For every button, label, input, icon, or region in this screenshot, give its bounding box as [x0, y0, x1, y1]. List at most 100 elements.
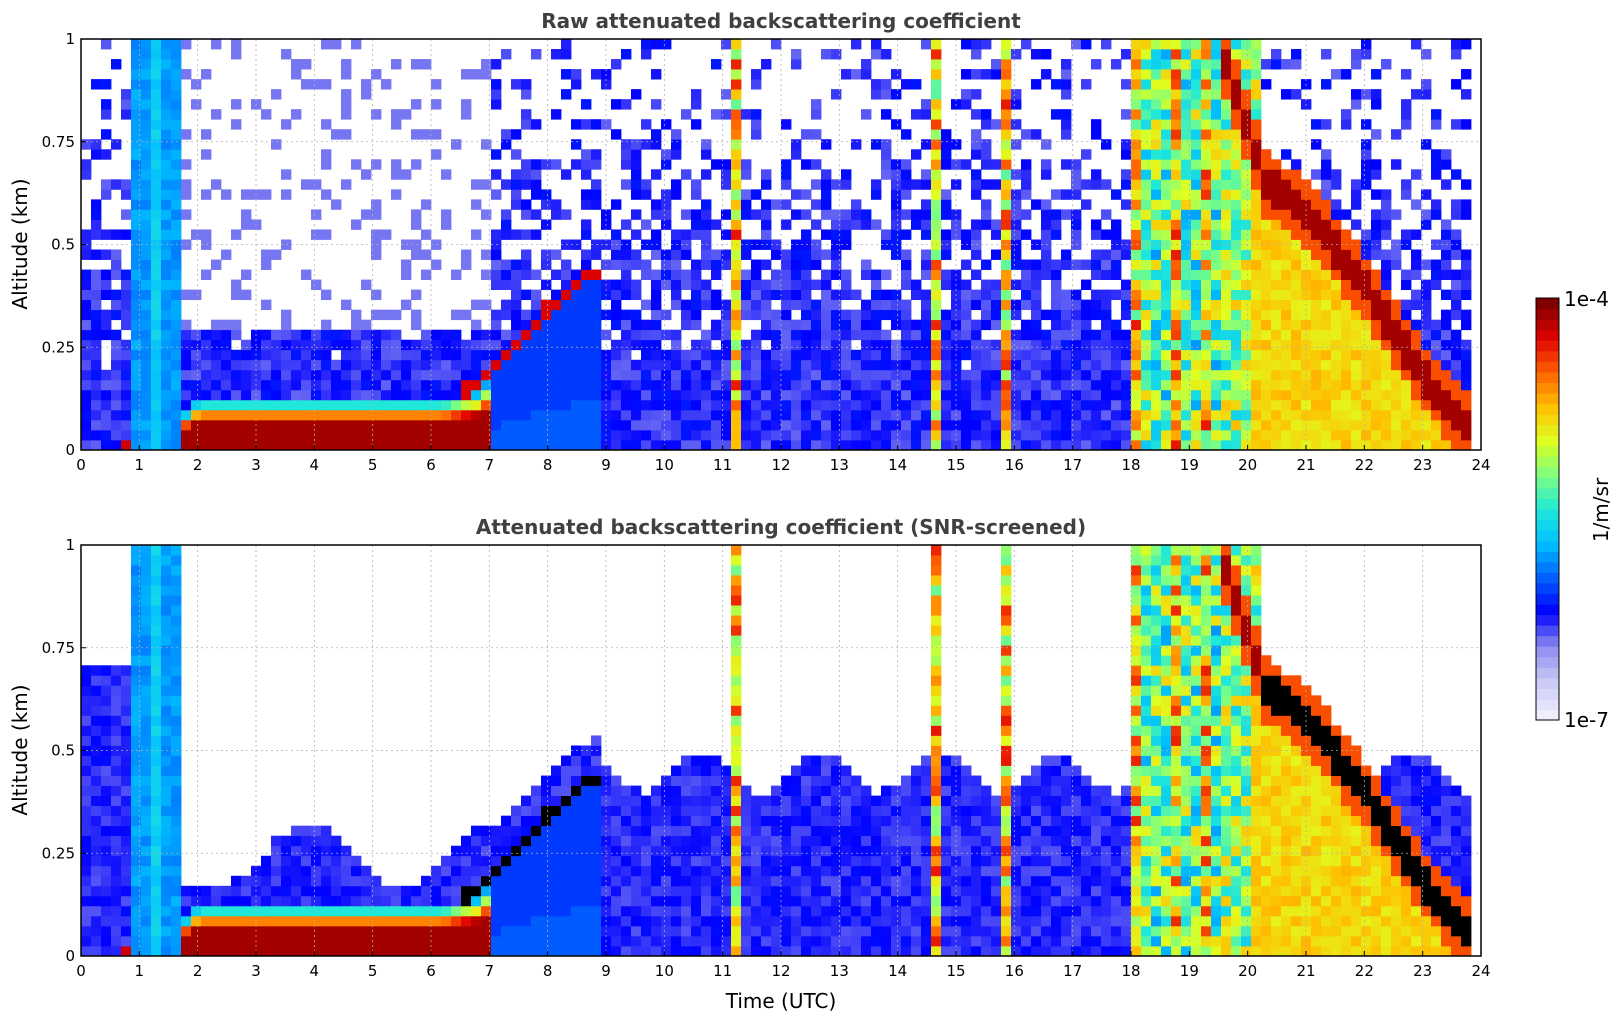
- heatmap-cell: [1141, 269, 1152, 280]
- heatmap-cell: [1411, 439, 1422, 450]
- heatmap-cell: [191, 359, 202, 371]
- heatmap-cell: [681, 815, 692, 827]
- y-axis-label-raw: Altitude (km): [8, 178, 32, 309]
- heatmap-cell: [671, 349, 682, 361]
- heatmap-cell: [571, 369, 582, 381]
- heatmap-cell: [1421, 309, 1432, 321]
- x-tick-label: 24: [1471, 456, 1490, 474]
- heatmap-cell: [1371, 309, 1382, 321]
- heatmap-cell: [461, 845, 472, 857]
- heatmap-cell: [171, 875, 182, 887]
- heatmap-cell: [1291, 419, 1302, 431]
- heatmap-cell: [671, 845, 682, 857]
- heatmap-cell: [1331, 209, 1342, 220]
- heatmap-cell: [1101, 249, 1112, 260]
- heatmap-cell: [541, 189, 552, 200]
- heatmap-cell: [151, 219, 162, 230]
- heatmap-cell: [641, 875, 652, 887]
- heatmap-cell: [501, 815, 512, 827]
- heatmap-cell: [861, 419, 872, 431]
- heatmap-cell: [831, 369, 842, 381]
- heatmap-cell: [201, 439, 212, 450]
- heatmap-cell: [341, 945, 352, 956]
- heatmap-cell: [1311, 379, 1322, 391]
- heatmap-cell: [1071, 389, 1082, 401]
- heatmap-cell: [541, 935, 552, 947]
- heatmap-cell: [81, 409, 92, 421]
- heatmap-cell: [211, 349, 222, 361]
- heatmap-cell: [1141, 339, 1152, 351]
- heatmap-cell: [621, 399, 632, 411]
- heatmap-cell: [591, 359, 602, 371]
- heatmap-cell: [1251, 219, 1262, 230]
- heatmap-cell: [571, 399, 582, 411]
- heatmap-cell: [221, 429, 232, 441]
- heatmap-cell: [651, 855, 662, 867]
- heatmap-cell: [151, 439, 162, 450]
- heatmap-cell: [1421, 439, 1432, 450]
- heatmap-cell: [491, 369, 502, 381]
- heatmap-cell: [521, 339, 532, 351]
- heatmap-cell: [591, 875, 602, 887]
- heatmap-cell: [1221, 189, 1232, 200]
- heatmap-cell: [161, 585, 172, 596]
- heatmap-cell: [381, 439, 392, 450]
- heatmap-cell: [741, 279, 752, 291]
- heatmap-cell: [121, 755, 132, 766]
- heatmap-cell: [881, 309, 892, 321]
- heatmap-cell: [141, 685, 152, 696]
- heatmap-cell: [941, 149, 952, 160]
- heatmap-cell: [1161, 249, 1172, 260]
- heatmap-cell: [1191, 59, 1202, 70]
- heatmap-cell: [841, 349, 852, 361]
- heatmap-cell: [651, 289, 662, 301]
- heatmap-cell: [981, 409, 992, 421]
- heatmap-cell: [121, 875, 132, 887]
- heatmap-cell: [181, 905, 192, 917]
- heatmap-cell: [311, 379, 322, 391]
- heatmap-cell: [591, 349, 602, 361]
- heatmap-cell: [761, 289, 772, 301]
- heatmap-cell: [621, 925, 632, 937]
- heatmap-cell: [821, 329, 832, 341]
- heatmap-cell: [1091, 389, 1102, 401]
- heatmap-cell: [361, 389, 372, 401]
- heatmap-cell: [741, 379, 752, 391]
- heatmap-cell: [691, 89, 702, 100]
- heatmap-cell: [941, 329, 952, 341]
- heatmap-cell: [1361, 439, 1372, 450]
- heatmap-cell: [1221, 69, 1232, 80]
- heatmap-cell: [271, 359, 282, 371]
- heatmap-cell: [1461, 419, 1472, 431]
- heatmap-cell: [611, 775, 622, 786]
- heatmap-cell: [691, 419, 702, 431]
- heatmap-cell: [301, 349, 312, 361]
- heatmap-cell: [121, 209, 132, 220]
- heatmap-cell: [581, 359, 592, 371]
- heatmap-cell: [481, 299, 492, 311]
- heatmap-cell: [931, 339, 942, 351]
- x-tick-label: 17: [1063, 456, 1082, 474]
- heatmap-cell: [901, 309, 912, 321]
- heatmap-cell: [481, 419, 492, 431]
- heatmap-cell: [541, 199, 552, 210]
- heatmap-cell: [761, 845, 772, 857]
- heatmap-cell: [151, 159, 162, 170]
- heatmap-cell: [751, 339, 762, 351]
- x-tick-label: 9: [601, 456, 611, 474]
- heatmap-cell: [711, 319, 722, 331]
- heatmap-cell: [1451, 119, 1462, 130]
- heatmap-cell: [871, 309, 882, 321]
- heatmap-cell: [751, 835, 762, 847]
- heatmap-cell: [731, 665, 742, 676]
- heatmap-cell: [521, 169, 532, 180]
- heatmap-cell: [211, 319, 222, 331]
- heatmap-cell: [571, 359, 582, 371]
- heatmap-cell: [1031, 359, 1042, 371]
- heatmap-cell: [681, 835, 692, 847]
- heatmap-cell: [801, 925, 812, 937]
- heatmap-cell: [161, 339, 172, 351]
- heatmap-cell: [761, 429, 772, 441]
- heatmap-cell: [441, 895, 452, 907]
- heatmap-cell: [521, 289, 532, 301]
